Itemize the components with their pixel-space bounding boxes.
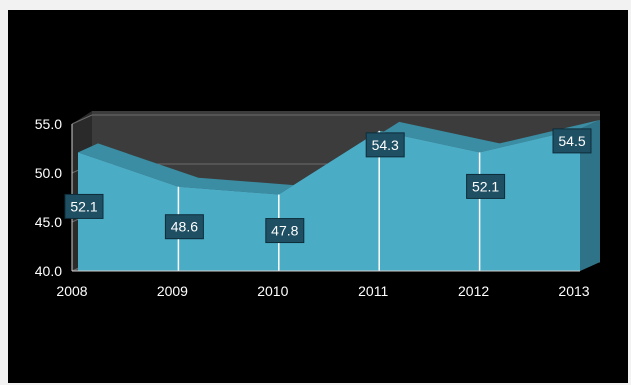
x-tick-label: 2009 (157, 283, 188, 299)
data-label-box (466, 173, 506, 199)
x-tick-label: 2008 (56, 283, 87, 299)
x-tick-label: 2010 (257, 283, 288, 299)
data-label: 47.8 (271, 223, 298, 239)
data-label: 48.6 (171, 219, 198, 235)
area-chart: 40.0 45.0 50.0 55.0 2008 2009 2010 2011 2012 2013… (35, 111, 600, 299)
x-tick-label: 2011 (358, 283, 388, 299)
data-label-box (365, 132, 405, 158)
x-tick-label: 2013 (558, 283, 589, 299)
data-label-box (64, 193, 104, 219)
gridline-side (71, 114, 93, 125)
data-label: 52.1 (472, 178, 499, 194)
data-label: 52.1 (70, 198, 97, 214)
x-tick-label: 2012 (458, 283, 489, 299)
data-label-box (552, 128, 592, 154)
y-tick-label: 45.0 (35, 214, 62, 230)
data-label-box (265, 218, 305, 244)
data-label: 54.5 (558, 133, 585, 149)
area-side-face (580, 119, 600, 272)
y-tick-label: 55.0 (35, 116, 62, 132)
y-tick-label: 50.0 (35, 165, 62, 181)
data-label-box (164, 214, 204, 240)
y-tick-label: 40.0 (35, 263, 62, 279)
data-label: 54.3 (372, 137, 399, 153)
chart-frame: 40.0 45.0 50.0 55.0 2008 2009 2010 2011 2012 2013… (8, 10, 628, 383)
